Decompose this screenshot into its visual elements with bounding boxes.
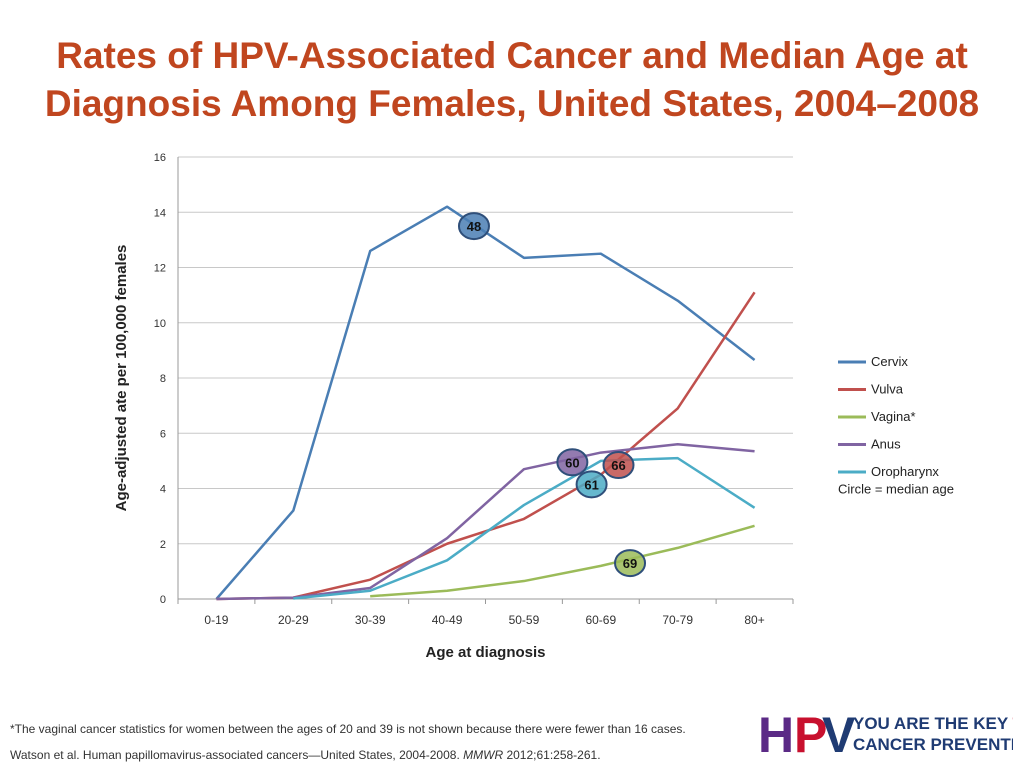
median-age-circle-vagina (614, 549, 647, 578)
y-tick-label-14: 14 (154, 207, 166, 219)
citation-journal: MMWR (463, 748, 504, 762)
x-tick-label-20-29: 20-29 (278, 613, 309, 627)
x-tick-label-70-79: 70-79 (662, 613, 693, 627)
series-line-vagina (370, 524, 755, 598)
footnote-vagina: *The vaginal cancer statistics for women… (10, 722, 686, 736)
y-tick-label-12: 12 (154, 263, 166, 275)
median-age-circle-oropharynx (575, 470, 608, 499)
y-tick-label-0: 0 (160, 594, 166, 606)
legend-label-vulva: Vulva (871, 382, 904, 397)
x-tick-label-0-19: 0-19 (204, 613, 228, 627)
legend-note: Circle = median age (838, 482, 954, 497)
y-axis-label: Age-adjusted ate per 100,000 females (113, 245, 130, 512)
citation-details: 2012;61:258-261. (503, 748, 601, 762)
logo-tagline-1: YOU ARE THE KEY TO (853, 714, 1013, 733)
x-axis-label: Age at diagnosis (425, 644, 545, 661)
logo-tagline-key: YOU ARE THE KEY (853, 714, 1009, 733)
y-tick-label-6: 6 (160, 428, 166, 440)
median-age-label-vulva: 66 (611, 458, 625, 473)
median-age-circle-vulva (602, 451, 635, 480)
y-tick-label-16: 16 (154, 152, 166, 164)
logo-tagline-2: CANCER PREVENTION (853, 735, 1013, 754)
title-line-2: Diagnosis Among Females, United States, … (44, 83, 980, 124)
median-age-label-vagina: 69 (623, 556, 637, 571)
series-line-cervix (215, 205, 756, 600)
title-line-1: Rates of HPV-Associated Cancer and Media… (56, 35, 968, 76)
hpv-logo: H P V YOU ARE THE KEY TO CANCER PREVENTI… (758, 707, 1013, 758)
median-age-circle-cervix (457, 212, 490, 241)
y-tick-label-2: 2 (160, 539, 166, 551)
logo-letter-h: H (758, 707, 794, 758)
line-chart: 0 2 4 6 8 10 12 14 16 0-19 20-29 30-39 40-49 50-59 60-… (113, 152, 954, 661)
x-tick-label-60-69: 60-69 (585, 613, 616, 627)
series-line-anus (216, 443, 755, 601)
series-line-oropharynx (293, 456, 756, 600)
legend-label-anus: Anus (871, 437, 901, 452)
slide-title: Rates of HPV-Associated Cancer and Media… (0, 32, 1024, 128)
logo-letter-p: P (794, 707, 827, 758)
median-age-circle-anus (556, 448, 589, 477)
median-age-label-oropharynx: 61 (584, 477, 598, 492)
y-tick-label-8: 8 (160, 373, 166, 385)
y-tick-label-10: 10 (154, 318, 166, 330)
x-tick-label-80+: 80+ (744, 613, 764, 627)
x-tick-label-40-49: 40-49 (432, 613, 463, 627)
x-tick-label-50-59: 50-59 (509, 613, 540, 627)
median-age-label-cervix: 48 (467, 219, 481, 234)
legend-label-cervix: Cervix (871, 354, 908, 369)
median-age-label-anus: 60 (565, 455, 579, 470)
logo-letter-v: V (822, 707, 856, 758)
legend-label-oropharynx: Oropharynx (871, 464, 939, 479)
logo-tagline-to: TO (1008, 714, 1013, 733)
legend-label-vagina: Vagina* (871, 409, 916, 424)
x-tick-label-30-39: 30-39 (355, 613, 386, 627)
y-tick-label-4: 4 (160, 484, 166, 496)
footnote-citation: Watson et al. Human papillomavirus-assoc… (10, 748, 601, 762)
citation-text: Watson et al. Human papillomavirus-assoc… (10, 748, 464, 762)
